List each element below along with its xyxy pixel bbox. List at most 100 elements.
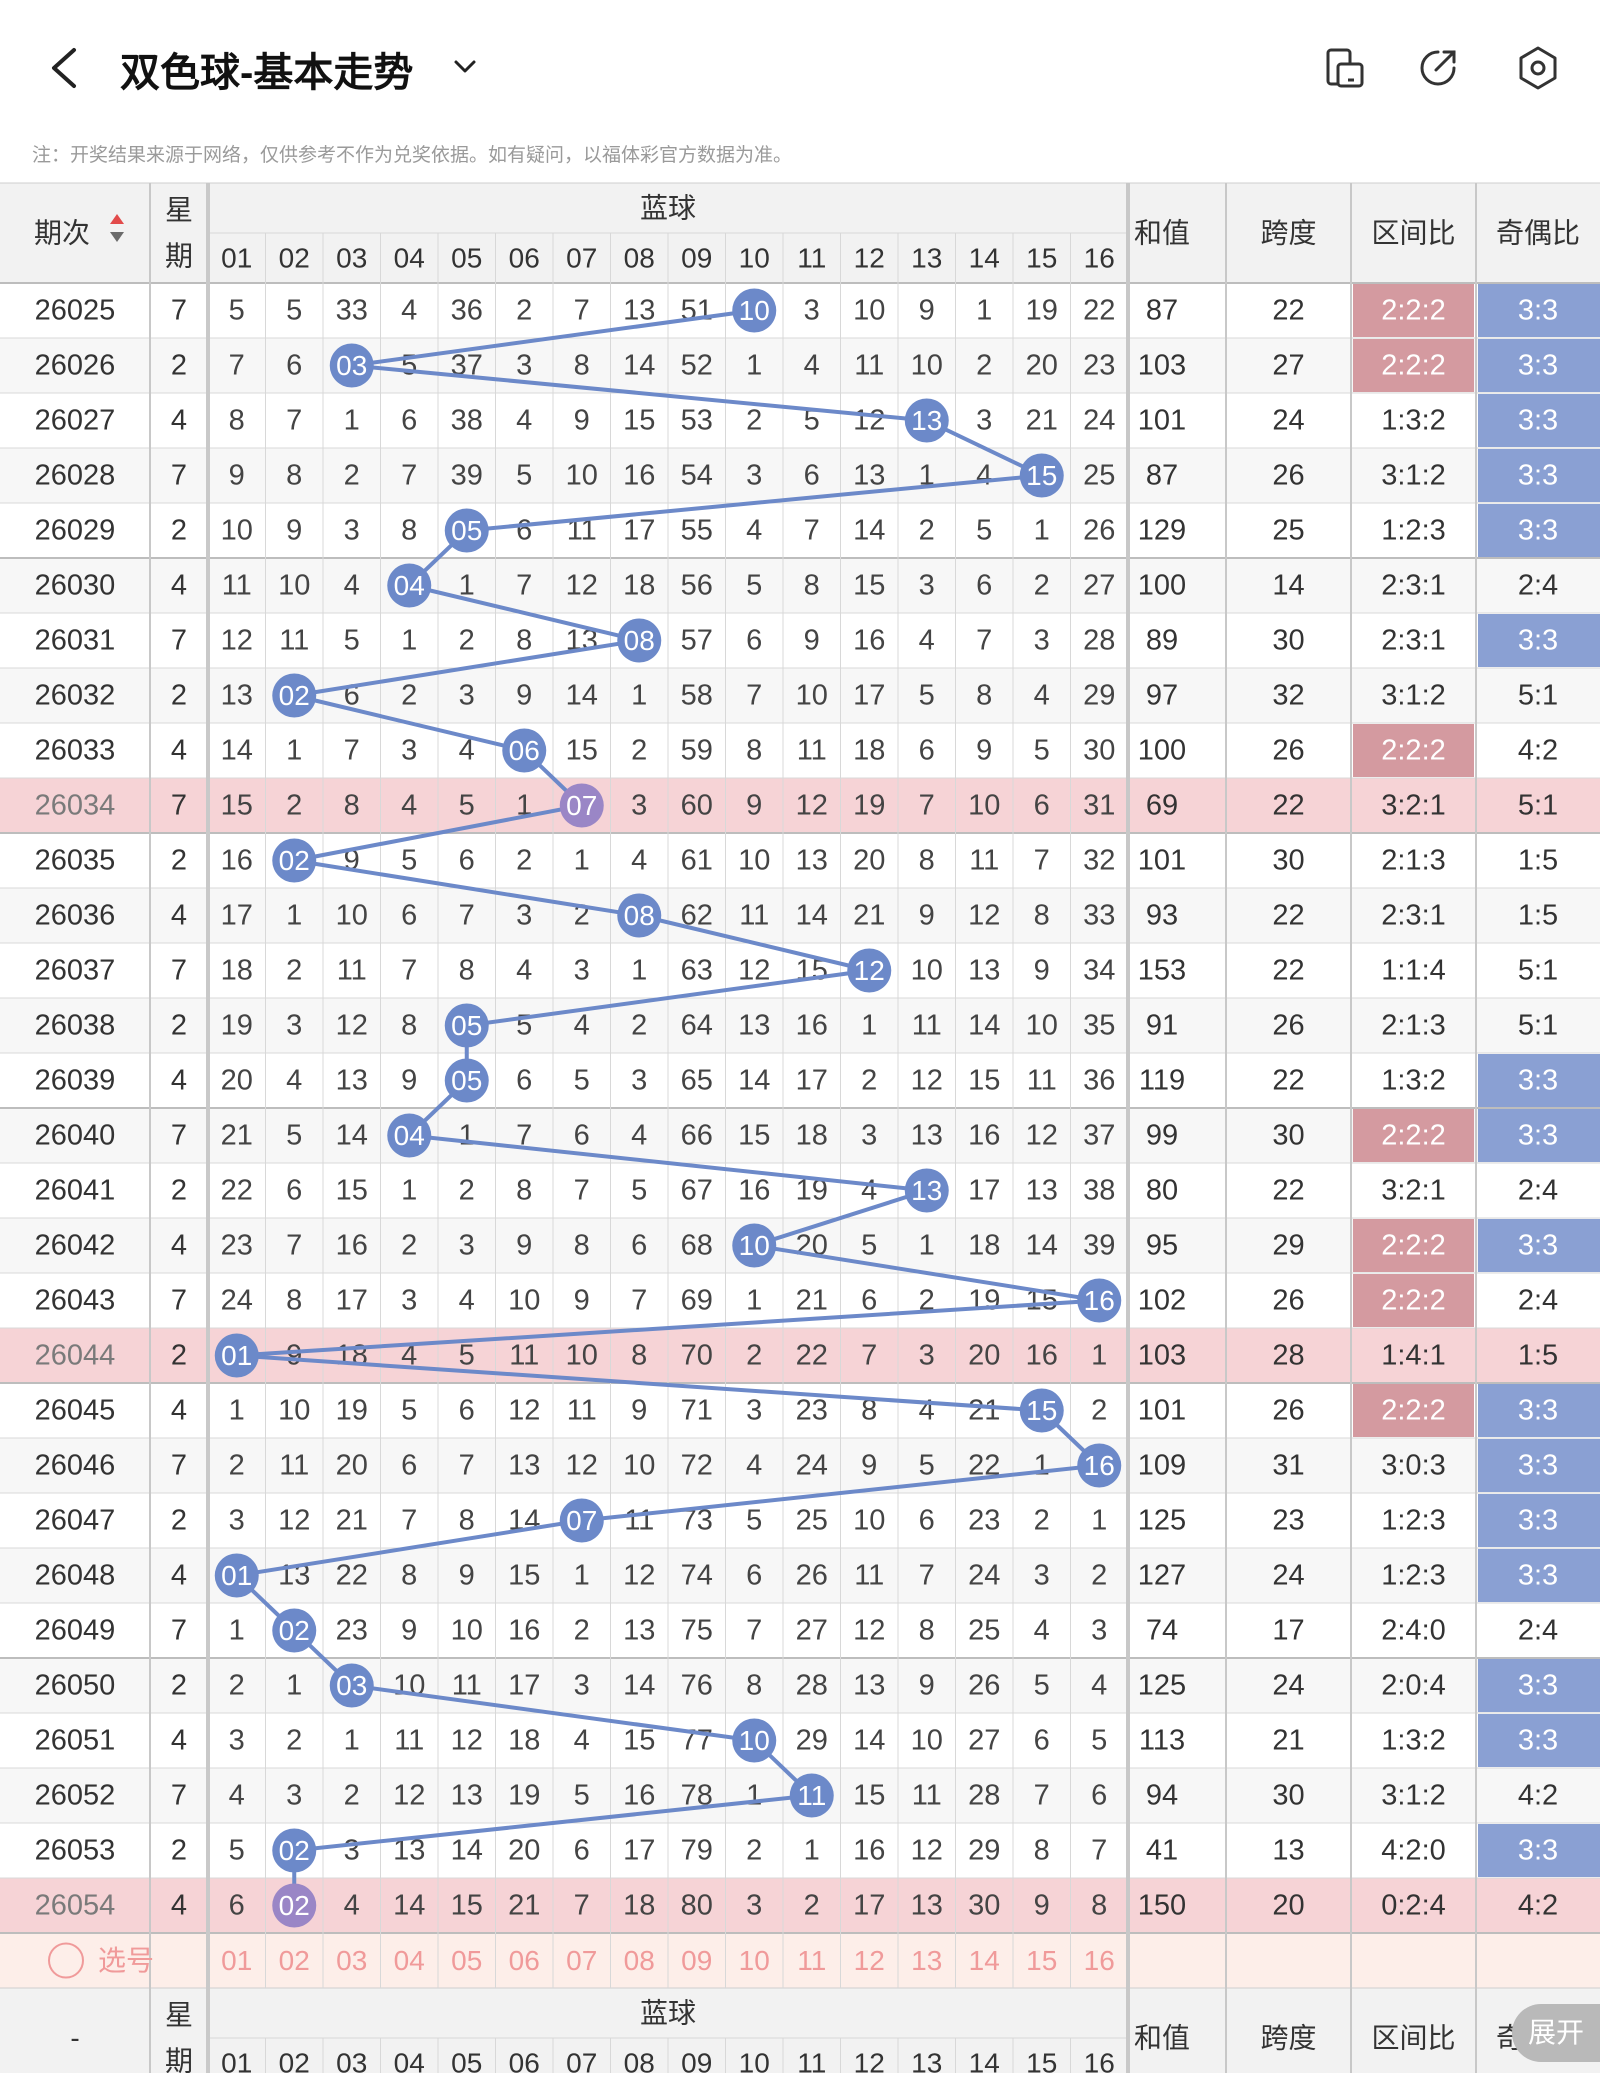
select-blue-number[interactable]: 08 <box>624 1945 655 1976</box>
select-blue-number[interactable]: 04 <box>394 1945 425 1976</box>
omission-cell: 12 <box>278 1505 310 1537</box>
weekday-cell: 4 <box>171 900 187 932</box>
omission-cell: 5 <box>919 1450 935 1482</box>
sum-cell: 102 <box>1138 1285 1186 1317</box>
table-row-bg <box>0 668 1600 723</box>
select-blue-number[interactable]: 13 <box>911 1945 942 1976</box>
omission-cell: 12 <box>911 1835 943 1867</box>
omission-cell: 10 <box>221 515 253 547</box>
omission-cell: 8 <box>976 680 992 712</box>
blue-ball-number: 05 <box>451 1065 482 1096</box>
select-blue-number[interactable]: 12 <box>854 1945 885 1976</box>
omission-cell: 5 <box>631 1175 647 1207</box>
select-blue-number[interactable]: 01 <box>221 1945 252 1976</box>
omission-cell: 2 <box>401 1230 417 1262</box>
select-blue-number[interactable]: 06 <box>509 1945 540 1976</box>
oddeven-ratio-cell: 2:4 <box>1518 1615 1558 1647</box>
frozen-column-divider <box>206 183 210 2073</box>
select-blue-number[interactable]: 03 <box>336 1945 367 1976</box>
omission-cell: 38 <box>451 405 483 437</box>
omission-cell: 7 <box>516 570 532 602</box>
omission-cell: 1 <box>574 845 590 877</box>
omission-cell: 10 <box>278 570 310 602</box>
omission-cell: 6 <box>459 1395 475 1427</box>
omission-cell: 39 <box>1083 1230 1115 1262</box>
omission-cell: 4 <box>1034 1615 1050 1647</box>
blue-ball <box>387 563 432 608</box>
oddeven-ratio-cell: 3:3 <box>1518 1065 1558 1097</box>
omission-cell: 10 <box>853 1505 885 1537</box>
zone-highlight <box>1353 1219 1474 1272</box>
omission-cell: 13 <box>738 1010 770 1042</box>
omission-cell: 39 <box>451 460 483 492</box>
sort-desc-icon[interactable] <box>110 232 124 242</box>
period-cell: 26047 <box>35 1505 116 1537</box>
omission-cell: 2 <box>746 405 762 437</box>
omission-cell: 7 <box>344 735 360 767</box>
share-icon[interactable] <box>1414 44 1462 92</box>
omission-cell: 3 <box>919 1340 935 1372</box>
select-blue-number[interactable]: 11 <box>797 1945 826 1976</box>
oddeven-highlight <box>1478 1659 1600 1712</box>
omission-cell: 1 <box>1091 1505 1107 1537</box>
select-blue-number[interactable]: 07 <box>566 1945 597 1976</box>
omission-cell: 25 <box>796 1505 828 1537</box>
omission-cell: 6 <box>919 1505 935 1537</box>
omission-cell: 11 <box>624 1505 654 1537</box>
expand-button[interactable]: 展开 <box>1512 2004 1600 2062</box>
settings-hexagon-icon[interactable] <box>1514 44 1562 92</box>
omission-cell: 11 <box>1027 1065 1057 1097</box>
select-blue-number[interactable]: 10 <box>739 1945 770 1976</box>
omission-cell: 7 <box>919 790 935 822</box>
header-blue-number: 04 <box>394 243 425 274</box>
header-blue-number: 11 <box>797 2048 826 2073</box>
omission-cell: 3 <box>229 1725 245 1757</box>
chevron-down-icon[interactable] <box>450 52 480 82</box>
radio-circle-icon[interactable] <box>48 1942 84 1979</box>
sum-cell: 119 <box>1139 1065 1185 1097</box>
omission-cell: 3 <box>574 1670 590 1702</box>
omission-cell: 4 <box>286 1065 302 1097</box>
oddeven-highlight <box>1478 614 1600 667</box>
omission-cell: 4 <box>344 1890 360 1922</box>
zone-ratio-cell: 2:2:2 <box>1381 1285 1446 1317</box>
period-cell: 26043 <box>35 1285 116 1317</box>
omission-cell: 12 <box>853 405 885 437</box>
weekday-cell: 2 <box>171 1670 187 1702</box>
omission-cell: 10 <box>796 680 828 712</box>
omission-cell: 20 <box>853 845 885 877</box>
select-blue-number[interactable]: 14 <box>969 1945 1000 1976</box>
oddeven-highlight <box>1478 1549 1600 1602</box>
omission-cell: 64 <box>681 1010 713 1042</box>
chevron-left-icon[interactable] <box>44 46 84 90</box>
omission-cell: 8 <box>746 1670 762 1702</box>
blue-ball-number: 10 <box>739 1725 770 1756</box>
omission-cell: 19 <box>508 1780 540 1812</box>
omission-cell: 13 <box>968 955 1000 987</box>
omission-cell: 4 <box>459 1285 475 1317</box>
omission-cell: 15 <box>566 735 598 767</box>
blue-ball <box>272 1608 317 1653</box>
select-blue-number[interactable]: 09 <box>681 1945 712 1976</box>
period-cell: 26027 <box>35 405 116 437</box>
select-blue-number[interactable]: 02 <box>279 1945 310 1976</box>
omission-cell: 35 <box>1083 1010 1115 1042</box>
select-blue-number[interactable]: 15 <box>1026 1945 1057 1976</box>
omission-cell: 10 <box>278 1395 310 1427</box>
omission-cell: 15 <box>623 405 655 437</box>
blue-ball-number: 03 <box>336 350 367 381</box>
omission-cell: 18 <box>968 1230 1000 1262</box>
blue-ball <box>329 343 374 388</box>
select-number-label[interactable]: 选号 <box>98 1945 154 1976</box>
select-blue-number[interactable]: 05 <box>451 1945 482 1976</box>
omission-cell: 6 <box>746 625 762 657</box>
sort-asc-icon[interactable] <box>110 214 124 224</box>
header-blue-number: 10 <box>739 243 770 274</box>
omission-cell: 37 <box>1083 1120 1115 1152</box>
phone-landscape-icon[interactable] <box>1320 44 1368 92</box>
omission-cell: 7 <box>574 1890 590 1922</box>
header-period[interactable]: 期次 <box>34 218 90 249</box>
omission-cell: 5 <box>804 405 820 437</box>
omission-cell: 10 <box>566 460 598 492</box>
select-blue-number[interactable]: 16 <box>1084 1945 1115 1976</box>
